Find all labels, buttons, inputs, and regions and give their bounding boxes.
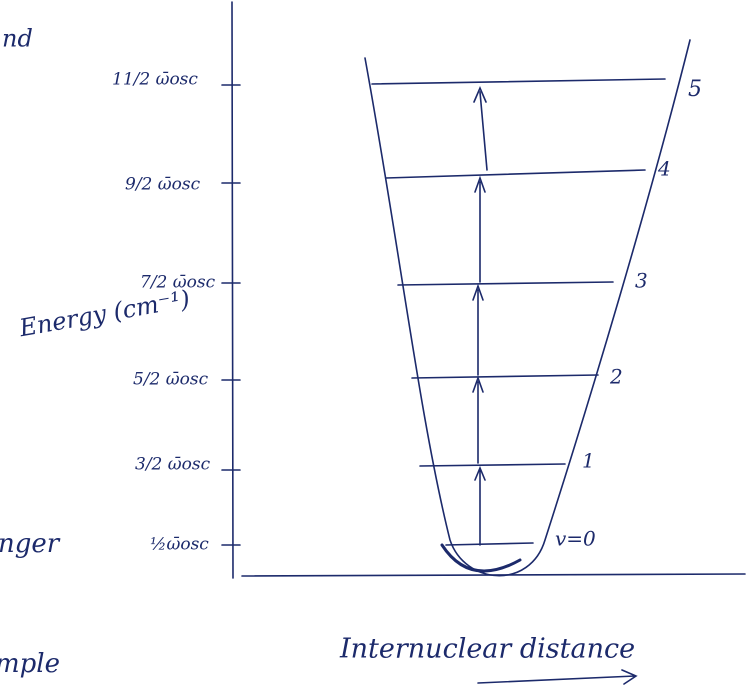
margin-fragment: mple: [0, 649, 60, 679]
level-label: 1: [582, 449, 595, 473]
transition-arrows: [473, 88, 487, 545]
margin-fragment: nd: [2, 25, 33, 53]
y-axis-label: Energy (cm⁻¹): [16, 285, 192, 343]
level-line: [398, 282, 613, 285]
diagram: ½ω̄osc 3/2 ω̄osc 5/2 ω̄osc 7/2 ω̄osc 9/2…: [0, 0, 753, 697]
x-axis-label: Internuclear distance: [339, 634, 635, 665]
margin-fragment: nger: [0, 529, 61, 559]
level-line: [412, 375, 598, 378]
level-line: [446, 543, 533, 545]
level-label: 3: [635, 269, 648, 293]
potential-curve: [365, 40, 690, 576]
tick-label: 11/2 ω̄osc: [112, 70, 198, 90]
y-ticks: [222, 85, 240, 545]
level-label: 2: [609, 365, 623, 389]
tick-label: 9/2 ω̄osc: [125, 175, 201, 195]
energy-levels: [372, 79, 665, 545]
y-axis: [232, 2, 233, 578]
level-line: [386, 170, 645, 178]
level-label: v=0: [555, 527, 596, 551]
level-line: [372, 79, 665, 84]
x-direction-arrow: [478, 670, 636, 684]
level-label: 5: [688, 77, 702, 102]
tick-label: 3/2 ω̄osc: [135, 455, 211, 475]
level-line: [420, 464, 565, 466]
tick-label: ½ω̄osc: [150, 535, 209, 555]
tick-label: 5/2 ω̄osc: [133, 370, 209, 390]
level-label: 4: [657, 157, 671, 181]
